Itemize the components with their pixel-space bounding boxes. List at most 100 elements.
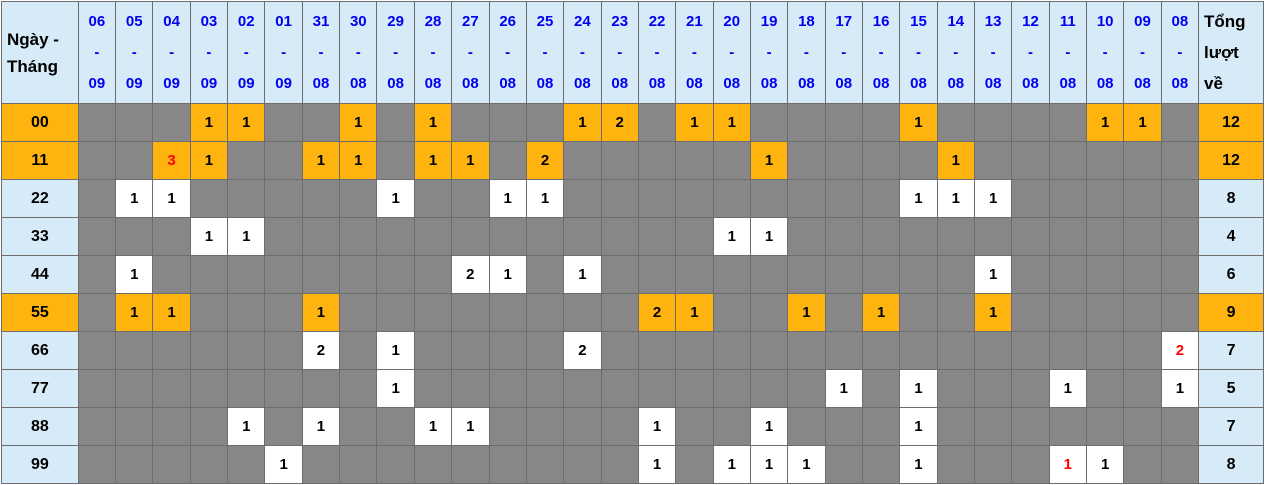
empty-cell-22-16-08 xyxy=(861,179,901,218)
date-month: 08 xyxy=(349,75,367,92)
date-day: 13 xyxy=(984,13,1002,30)
empty-cell-88-06-09 xyxy=(77,407,117,446)
stat-cell-55-22-08: 2 xyxy=(637,293,677,332)
empty-cell-00-17-08 xyxy=(824,103,863,142)
stat-cell-11-04-09: 3 xyxy=(152,141,191,180)
stat-cell-55-21-08: 1 xyxy=(675,293,714,332)
stat-cell-44-26-08: 1 xyxy=(488,255,527,294)
empty-cell-00-31-08 xyxy=(301,103,341,142)
empty-cell-44-01-09 xyxy=(264,255,303,294)
empty-cell-11-12-08 xyxy=(1011,141,1050,180)
empty-cell-33-15-08 xyxy=(899,217,938,256)
empty-cell-77-25-08 xyxy=(525,369,565,408)
date-month: 08 xyxy=(574,75,591,92)
empty-cell-66-10-08 xyxy=(1085,331,1125,370)
empty-cell-55-10-08 xyxy=(1085,293,1125,332)
empty-cell-44-28-08 xyxy=(413,255,453,294)
empty-cell-44-18-08 xyxy=(787,255,826,294)
empty-cell-99-31-08 xyxy=(301,445,341,484)
date-header-03-09: 03 - 09 xyxy=(189,1,229,104)
date-month: 08 xyxy=(461,75,479,92)
stat-cell-55-31-08: 1 xyxy=(301,293,341,332)
date-day: 24 xyxy=(574,13,591,30)
empty-cell-77-31-08 xyxy=(301,369,341,408)
stat-cell-99-10-08: 1 xyxy=(1085,445,1125,484)
stat-cell-22-13-08: 1 xyxy=(973,179,1013,218)
date-dash: - xyxy=(1102,44,1108,61)
stat-cell-99-19-08: 1 xyxy=(749,445,789,484)
empty-cell-33-04-09 xyxy=(152,217,191,256)
empty-cell-77-04-09 xyxy=(152,369,191,408)
empty-cell-44-08-08 xyxy=(1160,255,1200,294)
empty-cell-33-18-08 xyxy=(787,217,826,256)
empty-cell-44-25-08 xyxy=(525,255,565,294)
date-dash: - xyxy=(878,44,884,61)
empty-cell-77-24-08 xyxy=(563,369,602,408)
date-day: 18 xyxy=(798,13,815,30)
empty-cell-99-23-08 xyxy=(600,445,639,484)
empty-cell-66-21-08 xyxy=(675,331,714,370)
empty-cell-77-03-09 xyxy=(189,369,229,408)
date-day: 16 xyxy=(872,13,890,30)
stat-cell-88-22-08: 1 xyxy=(637,407,677,446)
empty-cell-00-11-08 xyxy=(1048,103,1088,142)
date-dash: - xyxy=(318,44,324,61)
corner-header-line: Ngày - xyxy=(7,29,59,49)
stat-cell-00-15-08: 1 xyxy=(899,103,938,142)
empty-cell-22-20-08 xyxy=(712,179,751,218)
empty-cell-11-16-08 xyxy=(861,141,901,180)
stat-cell-33-02-09: 1 xyxy=(227,217,266,256)
date-header-04-09: 04 - 09 xyxy=(152,1,191,104)
total-cell-00: 12 xyxy=(1198,103,1264,142)
empty-cell-11-02-09 xyxy=(227,141,266,180)
empty-cell-88-24-08 xyxy=(563,407,602,446)
stat-cell-11-30-08: 1 xyxy=(339,141,378,180)
empty-cell-44-12-08 xyxy=(1011,255,1050,294)
empty-cell-33-22-08 xyxy=(637,217,677,256)
empty-cell-44-16-08 xyxy=(861,255,901,294)
empty-cell-66-19-08 xyxy=(749,331,789,370)
empty-cell-99-25-08 xyxy=(525,445,565,484)
date-header-05-09: 05 - 09 xyxy=(115,1,154,104)
date-header-27-08: 27 - 08 xyxy=(451,1,490,104)
date-day: 12 xyxy=(1022,13,1039,30)
empty-cell-33-11-08 xyxy=(1048,217,1088,256)
empty-cell-33-16-08 xyxy=(861,217,901,256)
total-cell-44: 6 xyxy=(1198,255,1264,294)
date-month: 08 xyxy=(835,75,853,92)
date-day: 14 xyxy=(947,13,965,30)
date-day: 31 xyxy=(312,13,330,30)
empty-cell-99-24-08 xyxy=(563,445,602,484)
date-day: 15 xyxy=(910,13,927,30)
date-day: 03 xyxy=(200,13,218,30)
date-month: 08 xyxy=(910,75,927,92)
table-row-55: 55 1 1 1 2 1 1 1 1 9 xyxy=(1,293,1264,332)
stat-cell-77-08-08: 1 xyxy=(1160,369,1200,408)
empty-cell-44-31-08 xyxy=(301,255,341,294)
empty-cell-22-18-08 xyxy=(787,179,826,218)
date-month: 09 xyxy=(200,75,218,92)
empty-cell-66-18-08 xyxy=(787,331,826,370)
date-dash: - xyxy=(94,44,100,61)
empty-cell-66-12-08 xyxy=(1011,331,1050,370)
stat-cell-99-11-08: 1 xyxy=(1048,445,1088,484)
empty-cell-99-08-08 xyxy=(1160,445,1200,484)
total-header-line: Tổng xyxy=(1204,12,1246,31)
date-header-26-08: 26 - 08 xyxy=(488,1,527,104)
stat-cell-66-24-08: 2 xyxy=(563,331,602,370)
row-label-99: 99 xyxy=(1,445,79,484)
empty-cell-55-29-08 xyxy=(376,293,415,332)
date-month: 08 xyxy=(947,75,965,92)
empty-cell-22-23-08 xyxy=(600,179,639,218)
empty-cell-66-16-08 xyxy=(861,331,901,370)
empty-cell-88-20-08 xyxy=(712,407,751,446)
empty-cell-44-21-08 xyxy=(675,255,714,294)
empty-cell-33-06-09 xyxy=(77,217,117,256)
stat-cell-33-03-09: 1 xyxy=(189,217,229,256)
empty-cell-33-08-08 xyxy=(1160,217,1200,256)
empty-cell-77-26-08 xyxy=(488,369,527,408)
date-day: 27 xyxy=(461,13,479,30)
date-header-22-08: 22 - 08 xyxy=(637,1,677,104)
stat-cell-88-19-08: 1 xyxy=(749,407,789,446)
empty-cell-77-13-08 xyxy=(973,369,1013,408)
